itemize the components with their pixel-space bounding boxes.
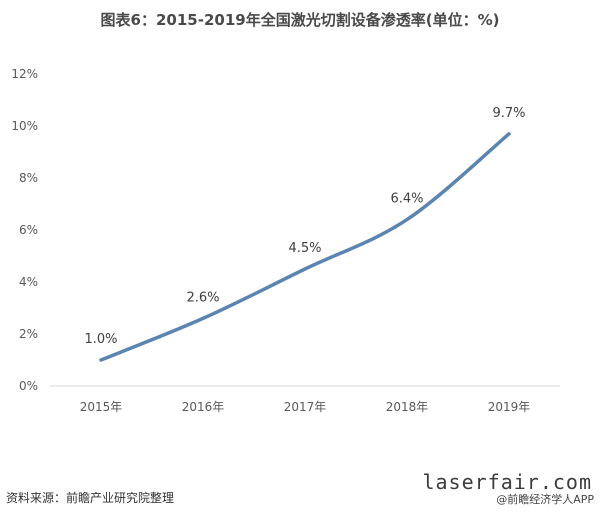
y-axis: 0% 2% 4% 6% 8% 10% 12% <box>11 67 38 393</box>
y-tick-label: 8% <box>19 171 38 185</box>
chart-title: 图表6：2015-2019年全国激光切割设备渗透率(单位：%) <box>100 11 500 29</box>
y-tick-label: 4% <box>19 275 38 289</box>
x-tick-label: 2016年 <box>182 400 225 414</box>
x-tick-label: 2017年 <box>284 400 327 414</box>
data-label: 2.6% <box>186 290 219 305</box>
y-tick-label: 10% <box>11 119 38 133</box>
data-label: 9.7% <box>492 106 525 121</box>
data-label: 4.5% <box>288 241 321 256</box>
y-tick-label: 2% <box>19 327 38 341</box>
x-axis: 2015年 2016年 2017年 2018年 2019年 <box>80 400 531 414</box>
app-watermark: @前瞻经济学人APP <box>496 493 594 506</box>
data-label: 1.0% <box>84 332 117 347</box>
x-tick-label: 2015年 <box>80 400 123 414</box>
data-label: 6.4% <box>390 192 423 207</box>
source-note: 资料来源：前瞻产业研究院整理 <box>6 491 175 505</box>
y-tick-label: 6% <box>19 223 38 237</box>
data-labels: 1.0% 2.6% 4.5% 6.4% 9.7% <box>84 106 525 347</box>
y-tick-label: 12% <box>11 67 38 81</box>
site-watermark: laserfair.com <box>422 470 592 494</box>
x-tick-label: 2019年 <box>488 400 531 414</box>
series-line <box>99 132 511 362</box>
x-tick-label: 2018年 <box>386 400 429 414</box>
y-tick-label: 0% <box>19 379 38 393</box>
